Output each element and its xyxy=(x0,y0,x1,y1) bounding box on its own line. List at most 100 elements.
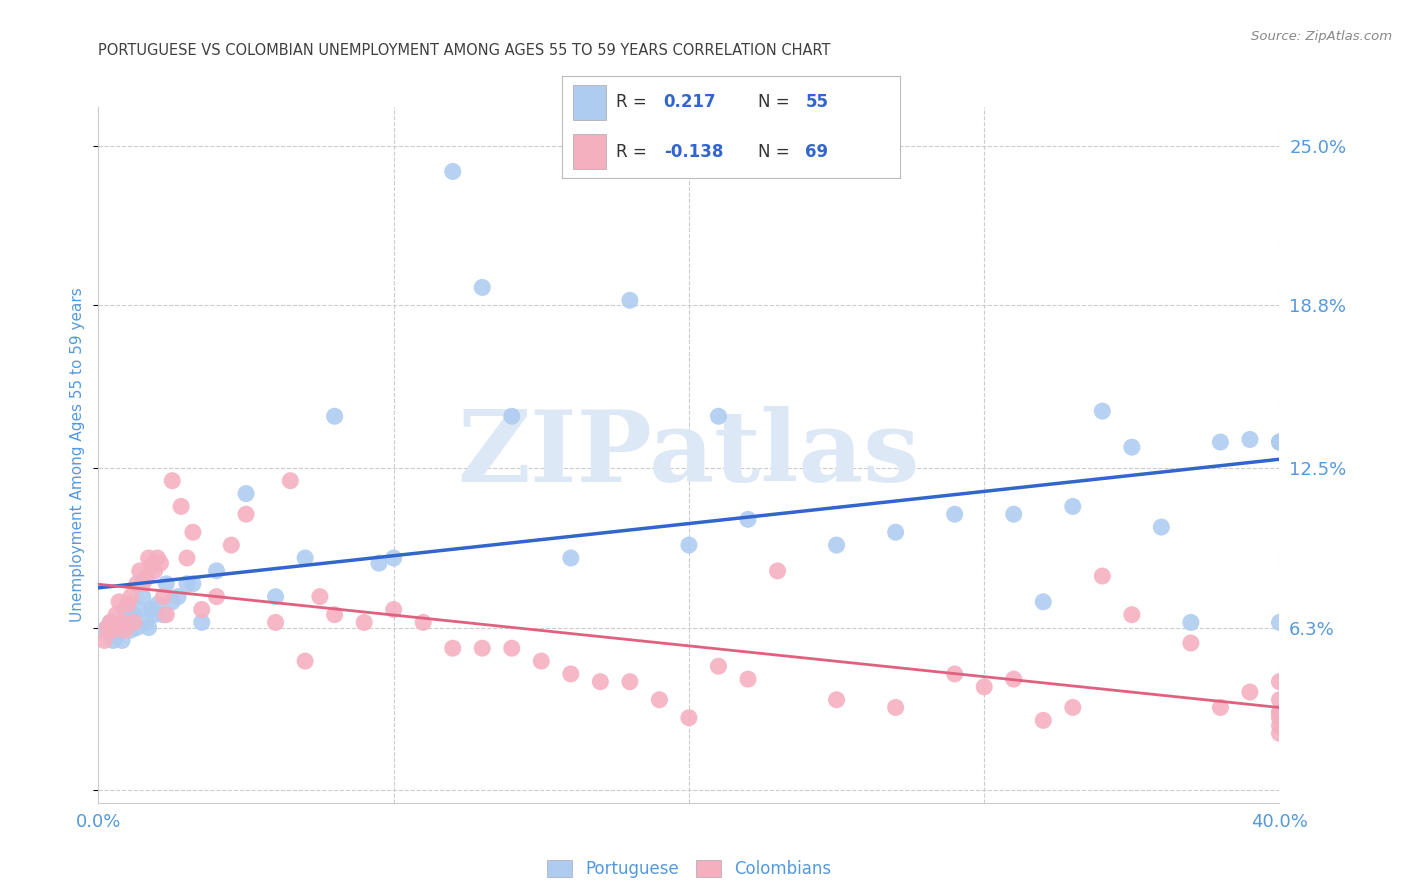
Point xyxy=(98,615,121,630)
Text: ZIPatlas: ZIPatlas xyxy=(458,407,920,503)
Point xyxy=(135,615,157,630)
Point xyxy=(1268,615,1291,630)
Point xyxy=(766,564,789,578)
Point xyxy=(125,576,148,591)
Point xyxy=(128,564,150,578)
Point xyxy=(1062,500,1084,514)
Point xyxy=(191,615,214,630)
Point xyxy=(152,590,174,604)
Point xyxy=(441,641,464,656)
Point xyxy=(162,595,183,609)
Point xyxy=(530,654,553,668)
FancyBboxPatch shape xyxy=(572,85,606,120)
Point xyxy=(589,674,612,689)
Point xyxy=(884,700,907,714)
Point xyxy=(146,598,169,612)
Point xyxy=(103,633,125,648)
Point xyxy=(155,607,177,622)
Point xyxy=(143,607,166,622)
Text: Source: ZipAtlas.com: Source: ZipAtlas.com xyxy=(1251,29,1392,43)
Point xyxy=(181,525,204,540)
Point xyxy=(138,551,160,566)
Point xyxy=(135,572,157,586)
Point xyxy=(1268,435,1291,450)
Point xyxy=(143,564,166,578)
Point xyxy=(235,486,257,500)
Point xyxy=(825,692,848,706)
Point xyxy=(117,615,139,630)
Point xyxy=(294,551,316,566)
Point xyxy=(141,602,163,616)
Point xyxy=(132,576,155,591)
Point xyxy=(105,628,128,642)
Point xyxy=(1239,685,1261,699)
Point xyxy=(125,621,148,635)
Point xyxy=(170,500,193,514)
Point xyxy=(176,576,198,591)
Point xyxy=(138,621,160,635)
Point xyxy=(108,615,131,630)
Point xyxy=(152,607,174,622)
Point xyxy=(96,621,118,635)
Text: 69: 69 xyxy=(806,143,828,161)
Point xyxy=(884,525,907,540)
Point xyxy=(120,590,142,604)
Point xyxy=(181,576,204,591)
Point xyxy=(149,556,172,570)
Point xyxy=(176,551,198,566)
Point xyxy=(117,598,139,612)
Point xyxy=(1121,607,1143,622)
Point xyxy=(501,409,523,424)
Point xyxy=(1150,520,1173,534)
Point xyxy=(1091,569,1114,583)
Point xyxy=(1062,700,1084,714)
Point xyxy=(1268,706,1291,720)
Point xyxy=(103,623,125,637)
Point xyxy=(382,602,405,616)
Point xyxy=(560,551,582,566)
Point xyxy=(1268,726,1291,740)
Point xyxy=(1268,706,1291,720)
Point xyxy=(219,538,242,552)
Point xyxy=(1239,433,1261,447)
Point xyxy=(98,615,121,630)
Point xyxy=(619,674,641,689)
Point xyxy=(191,602,214,616)
Text: R =: R = xyxy=(616,94,647,112)
Text: PORTUGUESE VS COLOMBIAN UNEMPLOYMENT AMONG AGES 55 TO 59 YEARS CORRELATION CHART: PORTUGUESE VS COLOMBIAN UNEMPLOYMENT AMO… xyxy=(98,43,831,58)
Point xyxy=(93,623,115,637)
Point xyxy=(167,590,190,604)
Point xyxy=(114,602,136,616)
Point xyxy=(294,654,316,668)
Text: N =: N = xyxy=(758,143,790,161)
Point xyxy=(1209,700,1232,714)
Point xyxy=(264,615,287,630)
Point xyxy=(1002,672,1025,686)
Point xyxy=(323,409,346,424)
Point xyxy=(1180,615,1202,630)
Point xyxy=(501,641,523,656)
Point xyxy=(114,623,136,637)
Point xyxy=(368,556,391,570)
Point xyxy=(678,711,700,725)
Point xyxy=(120,623,142,637)
Point xyxy=(619,293,641,308)
Point xyxy=(1121,440,1143,454)
Point xyxy=(707,659,730,673)
Point xyxy=(737,512,759,526)
Point xyxy=(1268,435,1291,450)
Point xyxy=(707,409,730,424)
Point xyxy=(1091,404,1114,418)
Point xyxy=(1268,674,1291,689)
Point xyxy=(111,633,134,648)
Legend: Portuguese, Colombians: Portuguese, Colombians xyxy=(540,854,838,885)
Text: R =: R = xyxy=(616,143,647,161)
Point xyxy=(141,558,163,573)
Point xyxy=(205,564,228,578)
Point xyxy=(323,607,346,622)
Point xyxy=(132,590,155,604)
Point xyxy=(1002,507,1025,521)
Point xyxy=(560,667,582,681)
Text: 0.217: 0.217 xyxy=(664,94,716,112)
Point xyxy=(1268,711,1291,725)
